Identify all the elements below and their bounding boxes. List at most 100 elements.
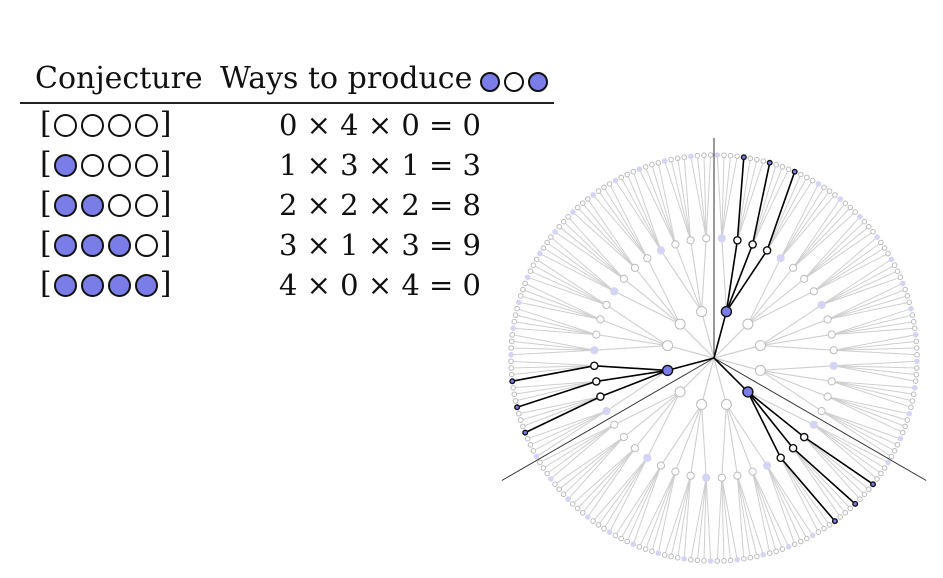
faded-marble-white xyxy=(511,391,518,398)
faded-marble-white xyxy=(524,435,531,442)
faded-marble-white xyxy=(885,250,891,257)
faded-branch xyxy=(701,404,707,478)
faded-marble-blue xyxy=(585,514,591,520)
faded-marble-white xyxy=(754,340,766,352)
faded-marble-blue xyxy=(537,250,543,257)
faded-branch xyxy=(626,174,662,251)
faded-branch xyxy=(792,447,841,518)
faded-marble-white xyxy=(906,299,913,306)
faded-marble-white xyxy=(544,470,550,477)
faded-branch xyxy=(587,447,636,518)
faded-marble-white xyxy=(517,417,524,423)
bracket-close: ] xyxy=(159,146,172,181)
faded-marble-white xyxy=(789,263,798,272)
faded-marble-white xyxy=(560,491,567,498)
faded-marble-white xyxy=(741,556,747,562)
faded-branch xyxy=(690,240,703,312)
faded-marble-white xyxy=(694,152,701,159)
faded-branch xyxy=(766,465,808,539)
faded-marble-blue xyxy=(552,229,558,235)
faded-marble-white xyxy=(696,398,708,410)
faded-marble-blue xyxy=(776,254,785,263)
faded-marble-white xyxy=(508,338,515,345)
faded-branch xyxy=(747,267,794,325)
faded-branch xyxy=(803,231,874,280)
observation-marble-blue xyxy=(528,71,549,92)
faded-branch xyxy=(679,357,715,393)
path-marble-white xyxy=(590,361,599,371)
faded-branch xyxy=(780,457,819,533)
path-branch xyxy=(713,357,749,393)
faded-branch xyxy=(792,207,851,269)
faded-marble-white xyxy=(826,522,833,528)
faded-branch xyxy=(524,282,601,320)
path-branch xyxy=(516,380,597,409)
faded-marble-white xyxy=(522,280,529,287)
faded-branch xyxy=(690,156,707,239)
faded-branch xyxy=(550,236,615,292)
faded-marble-blue xyxy=(688,153,694,160)
faded-branch xyxy=(831,380,915,389)
faded-branch xyxy=(833,365,917,369)
path-branch xyxy=(780,457,836,522)
faded-marble-blue xyxy=(636,166,643,173)
bracket-close: ] xyxy=(159,266,172,301)
faded-marble-white xyxy=(785,166,792,173)
faded-branch xyxy=(752,168,790,245)
faded-branch xyxy=(780,183,819,259)
observation-marble-white xyxy=(504,71,525,92)
faded-marble-white xyxy=(717,473,726,482)
faded-marble-blue xyxy=(837,196,844,202)
faded-branch xyxy=(515,380,597,402)
faded-marble-white xyxy=(891,448,898,454)
faded-branch xyxy=(514,321,597,336)
faded-marble-blue xyxy=(874,234,880,240)
faded-branch xyxy=(664,160,692,241)
faded-branch xyxy=(638,168,676,245)
faded-branch xyxy=(645,166,676,245)
faded-marble-white xyxy=(520,423,526,430)
conjecture-marble-white xyxy=(134,193,158,217)
faded-marble-white xyxy=(642,164,649,170)
faded-marble-white xyxy=(874,476,880,482)
faded-marble-blue xyxy=(602,407,611,416)
faded-branch xyxy=(696,477,707,561)
faded-marble-white xyxy=(909,312,916,318)
faded-marble-white xyxy=(734,153,740,160)
path-marble-white xyxy=(592,377,601,386)
path-branch xyxy=(736,157,745,241)
sector-divider xyxy=(713,357,927,481)
faded-branch xyxy=(567,436,625,500)
faded-marble-white xyxy=(655,160,662,166)
faded-marble-blue xyxy=(656,246,665,255)
faded-marble-white xyxy=(773,548,779,555)
faded-marble-white xyxy=(661,552,668,558)
faded-branch xyxy=(803,436,865,495)
faded-marble-white xyxy=(866,223,872,230)
faded-branch xyxy=(766,465,814,536)
faded-marble-white xyxy=(520,286,526,293)
faded-marble-white xyxy=(747,155,754,162)
path-branch xyxy=(747,391,782,459)
faded-branch xyxy=(760,318,828,347)
conjecture-marble-blue xyxy=(53,233,77,257)
faded-marble-white xyxy=(619,433,628,442)
faded-branch xyxy=(736,475,745,559)
faded-branch xyxy=(736,160,764,241)
faded-marble-white xyxy=(754,553,760,560)
faded-marble-white xyxy=(540,465,547,471)
faded-branch xyxy=(721,155,725,239)
table-rows: [] 0 × 4 × 0 = 0 [] 1 × 3 × 1 = 3 [] 2 × 2 × … xyxy=(20,104,554,304)
faded-marble-white xyxy=(721,558,727,564)
faded-branch xyxy=(646,257,681,325)
path-branch xyxy=(594,365,668,372)
faded-marble-white xyxy=(649,548,655,555)
conjecture-cell: [] xyxy=(40,226,171,261)
faded-marble-white xyxy=(827,330,836,339)
faded-branch xyxy=(821,410,892,458)
faded-marble-blue xyxy=(702,473,711,482)
faded-branch xyxy=(821,258,892,306)
conjecture-marble-white xyxy=(134,153,158,177)
faded-marble-white xyxy=(570,501,576,507)
faded-branch xyxy=(760,365,834,371)
